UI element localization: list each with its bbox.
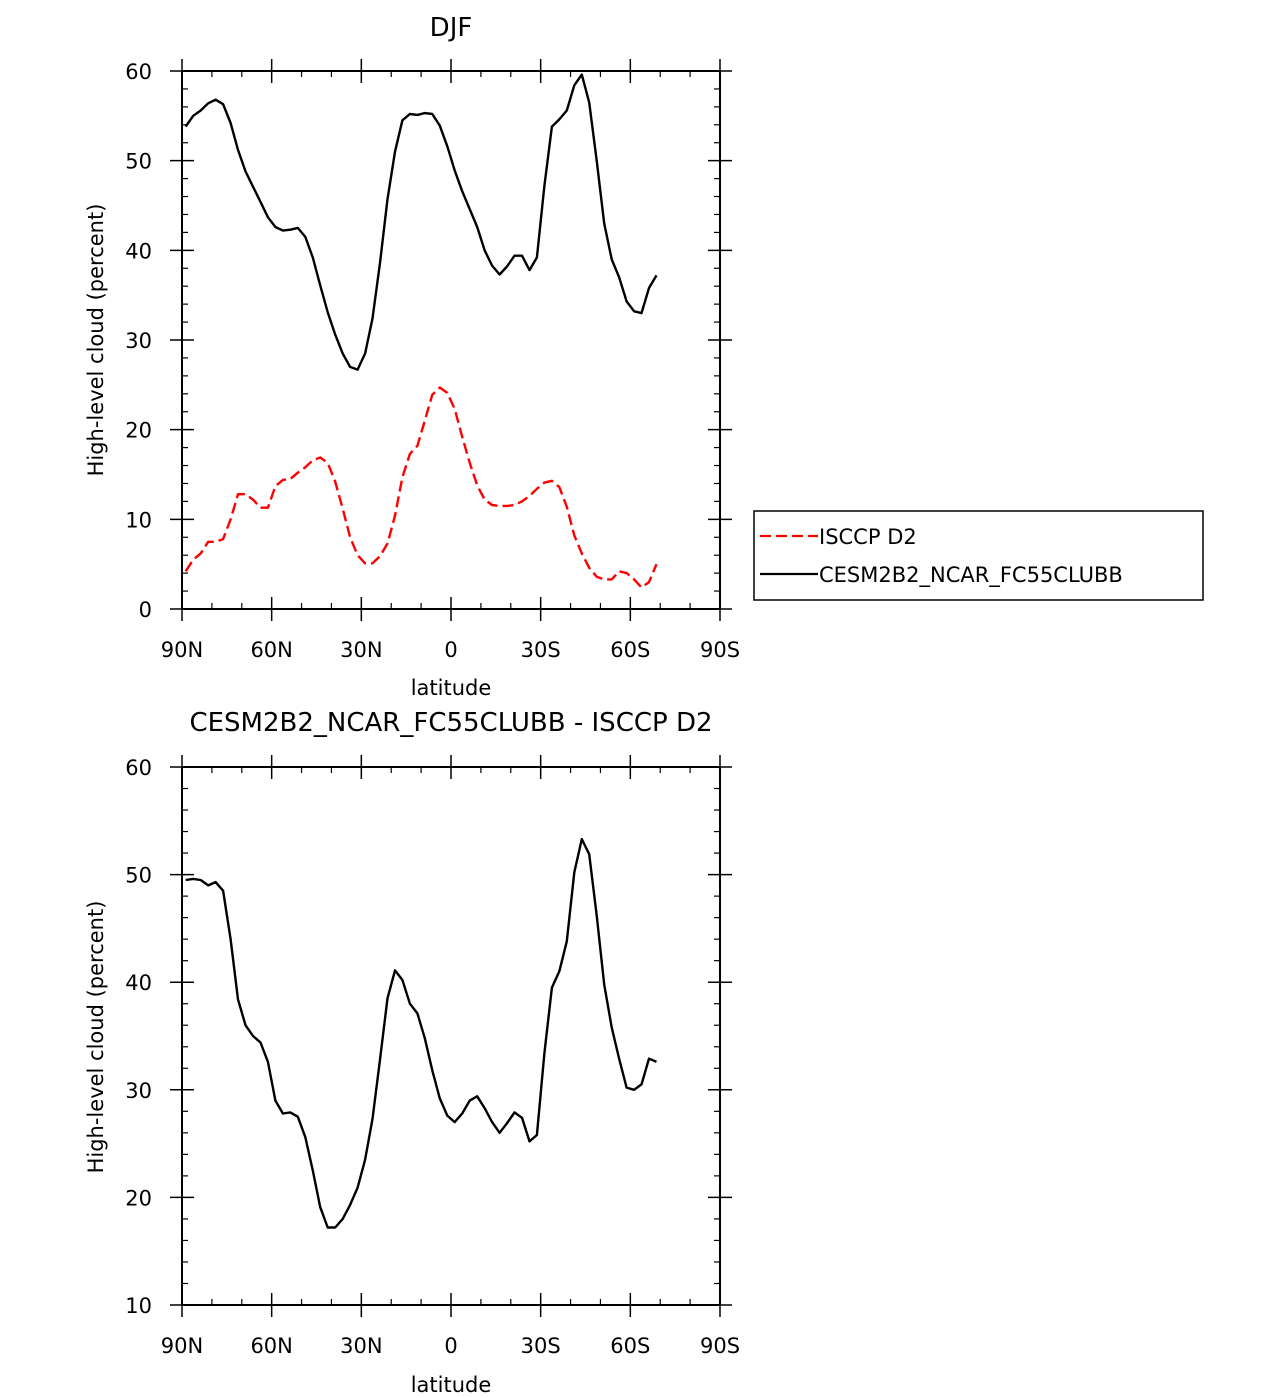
x-tick-label: 90N [161, 1334, 203, 1358]
panel-top: DJF latitude High-level cloud (percent) … [84, 13, 740, 700]
chart-title: CESM2B2_NCAR_FC55CLUBB - ISCCP D2 [189, 708, 712, 738]
x-tick-label: 30N [340, 1334, 382, 1358]
y-tick-label: 0 [139, 598, 152, 622]
series-line-0 [185, 837, 657, 1229]
plot-border [181, 70, 721, 610]
y-tick-label: 50 [125, 864, 152, 888]
x-tick-label: 60S [610, 1334, 650, 1358]
legend: ISCCP D2 CESM2B2_NCAR_FC55CLUBB [753, 510, 1204, 601]
legend-label-isccp: ISCCP D2 [819, 525, 917, 549]
x-tick-label: 30S [521, 638, 561, 662]
x-tick-label: 60N [250, 1334, 292, 1358]
x-tick-label: 0 [444, 638, 457, 662]
y-tick-label: 50 [125, 150, 152, 174]
x-axis-label: latitude [411, 676, 492, 700]
x-tick-label: 60N [250, 638, 292, 662]
chart-title: DJF [430, 13, 473, 43]
legend-label-cesm: CESM2B2_NCAR_FC55CLUBB [819, 563, 1123, 588]
series-line-0 [184, 386, 658, 589]
x-tick-label: 90S [700, 638, 740, 662]
y-tick-label: 40 [125, 239, 152, 263]
y-tick-label: 40 [125, 971, 152, 995]
x-tick-label: 60S [610, 638, 650, 662]
x-tick-label: 30S [521, 1334, 561, 1358]
y-axis-label: High-level cloud (percent) [84, 901, 108, 1174]
y-tick-label: 60 [125, 60, 152, 84]
y-tick-label: 10 [125, 1294, 152, 1318]
x-tick-label: 90S [700, 1334, 740, 1358]
axes: 0 10 20 30 40 50 60 90N 60N 30N 0 30S 60S 90S [125, 59, 740, 662]
plot-frame [181, 70, 721, 610]
y-tick-label: 30 [125, 329, 152, 353]
x-axis-label: latitude [411, 1373, 492, 1397]
x-tick-label: 0 [444, 1334, 457, 1358]
legend-box [753, 510, 1204, 601]
y-tick-label: 30 [125, 1079, 152, 1103]
y-tick-label: 20 [125, 1186, 152, 1210]
y-tick-label: 10 [125, 508, 152, 532]
axes: 10 20 30 40 50 60 90N 60N 30N 0 30S 60S 90S [125, 755, 740, 1358]
y-tick-label: 20 [125, 419, 152, 443]
panel-bottom: CESM2B2_NCAR_FC55CLUBB - ISCCP D2 latitu… [84, 708, 740, 1397]
plot-border [181, 766, 721, 1306]
x-tick-label: 30N [340, 638, 382, 662]
x-tick-label: 90N [161, 638, 203, 662]
y-tick-label: 60 [125, 756, 152, 780]
series-layer [184, 73, 658, 589]
y-axis-label: High-level cloud (percent) [84, 204, 108, 477]
plot-frame [181, 766, 721, 1306]
series-line-1 [184, 73, 658, 371]
series-layer [185, 837, 657, 1229]
